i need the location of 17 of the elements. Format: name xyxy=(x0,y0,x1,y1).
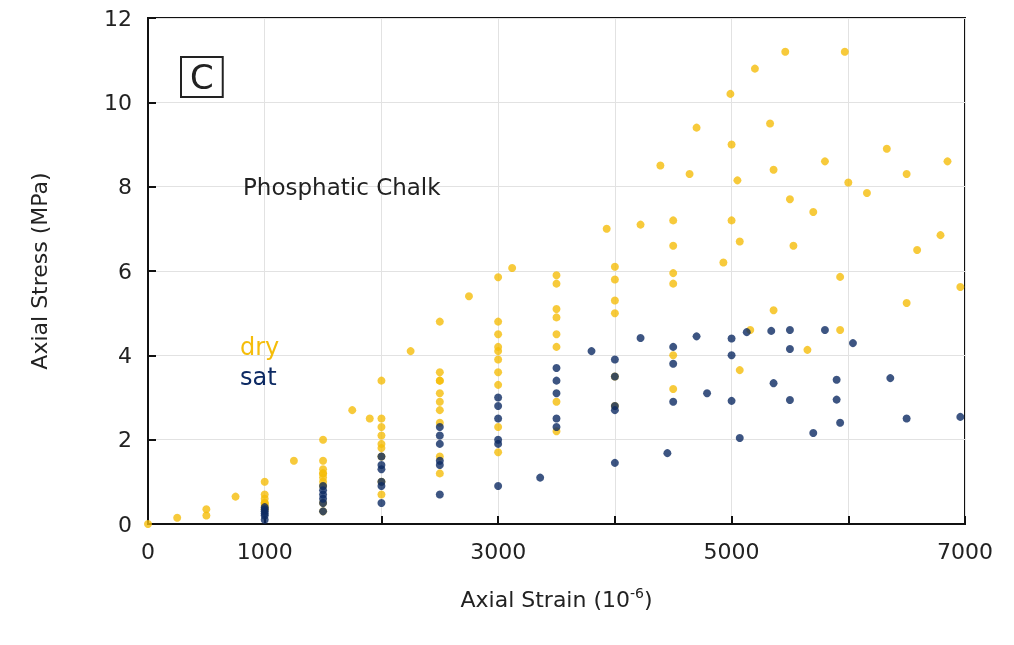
y-tick-label: 2 xyxy=(118,427,132,453)
y-tick-label: 10 xyxy=(104,89,132,115)
x-tick-label: 7000 xyxy=(937,538,993,564)
y-tick-label: 12 xyxy=(104,5,132,31)
annotation: C xyxy=(190,57,214,97)
y-tick-label: 0 xyxy=(118,511,132,537)
text: sat xyxy=(240,363,277,391)
y-tick-label: 6 xyxy=(118,258,132,284)
text: dry xyxy=(240,333,280,361)
y-tick-label: 4 xyxy=(118,342,132,368)
x-tick-label: 5000 xyxy=(703,538,760,564)
x-tick-label: 3000 xyxy=(470,538,527,564)
annotation: Phosphatic Chalk xyxy=(243,173,442,200)
x-tick-label: 0 xyxy=(141,538,155,564)
y-axis-title: Axial Stress (MPa) xyxy=(26,172,52,370)
x-tick-label: 1000 xyxy=(236,538,293,564)
y-tick-label: 8 xyxy=(118,174,132,200)
